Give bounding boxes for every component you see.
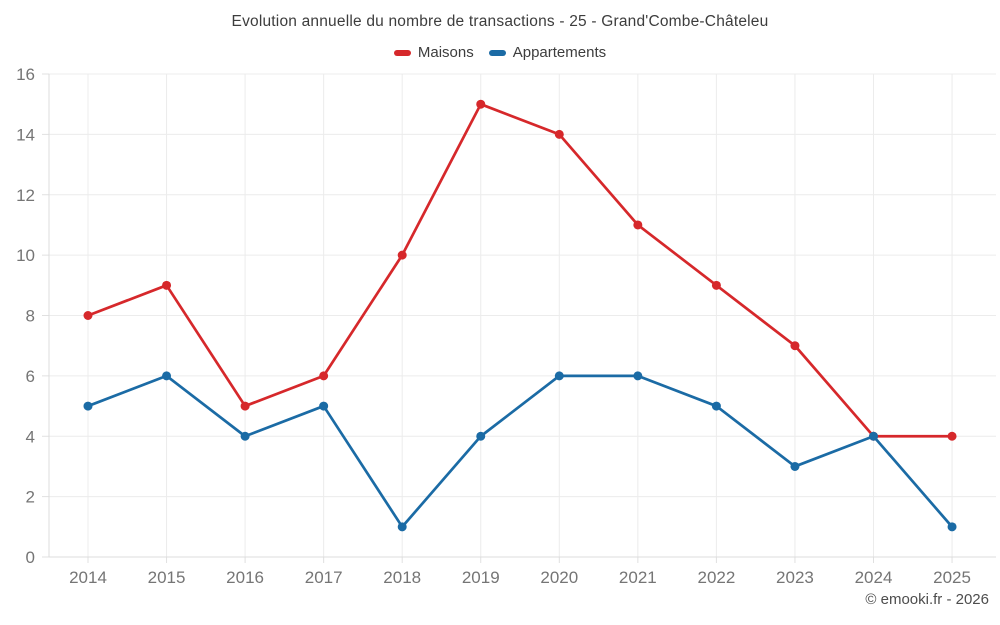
data-point-maisons — [397, 250, 407, 260]
series-line-appartements — [86, 374, 954, 529]
data-point-maisons — [633, 220, 643, 230]
data-point-maisons — [790, 341, 800, 351]
data-point-maisons — [947, 431, 957, 441]
data-point-maisons — [162, 280, 172, 290]
x-tick-label: 2022 — [697, 568, 735, 587]
x-tick-label: 2023 — [776, 568, 814, 587]
chart-title: Evolution annuelle du nombre de transact… — [231, 13, 769, 30]
data-point-appartements — [83, 401, 93, 411]
series-line-maisons — [86, 102, 954, 438]
data-point-maisons — [711, 280, 721, 290]
data-point-maisons — [554, 129, 564, 139]
y-tick-label: 4 — [26, 427, 35, 446]
x-tick-label: 2017 — [305, 568, 343, 587]
legend-label-appartements: Appartements — [512, 44, 607, 61]
data-point-appartements — [397, 522, 407, 532]
data-point-appartements — [869, 431, 878, 441]
legend-swatch-appartements-icon — [488, 49, 506, 56]
data-point-appartements — [711, 401, 721, 411]
data-point-maisons — [476, 99, 486, 109]
legend-item-appartements[interactable]: Appartements — [488, 44, 607, 61]
x-tick-label: 2020 — [540, 568, 578, 587]
data-point-maisons — [240, 401, 250, 411]
data-point-maisons — [319, 371, 329, 381]
y-tick-label: 12 — [16, 186, 35, 205]
data-point-appartements — [554, 371, 564, 381]
data-point-appartements — [633, 371, 643, 381]
data-point-appartements — [476, 431, 486, 441]
y-tick-label: 2 — [26, 488, 35, 507]
x-tick-label: 2015 — [148, 568, 186, 587]
y-tick-label: 10 — [16, 246, 35, 265]
data-point-appartements — [947, 522, 957, 532]
y-tick-label: 14 — [16, 125, 35, 144]
data-point-appartements — [319, 401, 329, 411]
x-tick-label: 2016 — [226, 568, 264, 587]
copyright-note: © emooki.fr - 2026 — [865, 591, 989, 608]
x-tick-label: 2019 — [462, 568, 500, 587]
data-point-appartements — [162, 371, 172, 381]
x-tick-label: 2025 — [933, 568, 971, 587]
x-tick-label: 2014 — [69, 568, 107, 587]
legend-swatch-maisons-icon — [393, 49, 411, 56]
x-tick-label: 2024 — [855, 568, 893, 587]
data-point-appartements — [790, 461, 800, 471]
y-tick-label: 6 — [26, 367, 35, 386]
chart-legend: Maisons Appartements — [0, 44, 1000, 61]
y-tick-label: 16 — [16, 65, 35, 84]
x-tick-label: 2021 — [619, 568, 657, 587]
y-tick-label: 0 — [26, 548, 35, 567]
legend-item-maisons[interactable]: Maisons — [393, 44, 474, 61]
y-tick-label: 8 — [26, 307, 35, 326]
legend-label-maisons: Maisons — [417, 44, 474, 61]
data-point-appartements — [240, 431, 250, 441]
data-point-maisons — [83, 311, 93, 320]
x-tick-label: 2018 — [383, 568, 421, 587]
